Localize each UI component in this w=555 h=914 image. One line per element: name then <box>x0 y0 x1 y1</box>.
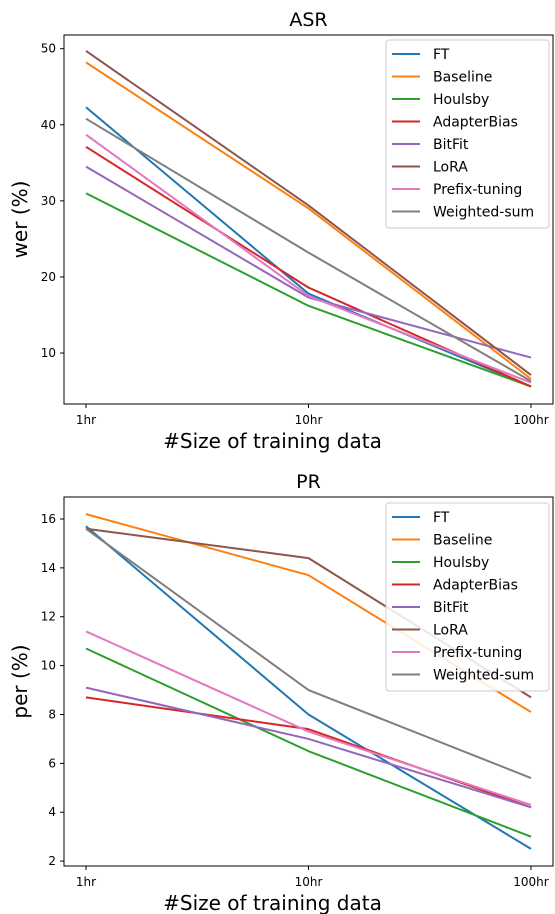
series-line-houlsby <box>85 192 532 388</box>
x-tick-label: 100hr <box>513 413 549 427</box>
y-tick-label: 4 <box>48 805 56 819</box>
y-tick-label: 20 <box>41 270 56 284</box>
legend-label: FT <box>433 510 450 526</box>
y-tick-label: 10 <box>41 346 56 360</box>
legend-label: Weighted-sum <box>433 205 534 221</box>
legend-label: Houlsby <box>433 92 489 108</box>
y-axis-label: per (%) <box>8 644 32 718</box>
y-axis-label: wer (%) <box>8 181 32 259</box>
legend-label: Houlsby <box>433 555 489 571</box>
chart-1: PR 1hr 10hr 100hr 2 4 6 8 10 12 14 16 #Size of train… <box>8 471 554 914</box>
series-line-lora <box>85 50 532 376</box>
chart-0: ASR 1hr 10hr 100hr 10 20 30 40 50 #Size of traini… <box>8 9 554 453</box>
legend: FT Baseline Houlsby AdapterBias BitFit LoRA Pr… <box>385 39 550 229</box>
y-tick-label: 12 <box>41 610 56 624</box>
series-line-bitfit <box>85 686 532 809</box>
series-line-weighted-sum <box>85 117 532 383</box>
x-tick-label: 10hr <box>295 875 323 889</box>
series-line-prefix-tuning <box>85 630 532 806</box>
legend-label: AdapterBias <box>433 115 518 131</box>
x-tick-label: 10hr <box>295 413 323 427</box>
y-tick-label: 16 <box>41 512 56 526</box>
series-line-ft <box>85 106 532 388</box>
legend-label: BitFit <box>433 137 469 153</box>
legend-box <box>385 39 550 229</box>
series-line-weighted-sum <box>85 527 532 779</box>
y-tick-label: 8 <box>48 707 56 721</box>
legend-label: Baseline <box>433 533 492 549</box>
y-tick-label: 14 <box>41 561 56 575</box>
y-tick-label: 6 <box>48 756 56 770</box>
legend-label: Baseline <box>433 70 492 86</box>
legend-label: FT <box>433 47 450 63</box>
legend: FT Baseline Houlsby AdapterBias BitFit LoRA Pr… <box>385 502 550 692</box>
y-tick-label: 2 <box>48 854 56 868</box>
legend-label: Prefix-tuning <box>433 182 522 198</box>
chart-title: PR <box>296 471 321 493</box>
y-tick-label: 40 <box>41 118 56 132</box>
legend-label: BitFit <box>433 600 469 616</box>
y-tick-label: 10 <box>41 659 56 673</box>
x-axis-label: #Size of training data <box>163 429 382 453</box>
series-line-baseline <box>85 61 532 380</box>
series-line-houlsby <box>85 647 532 838</box>
legend-label: Weighted-sum <box>433 668 534 684</box>
x-tick-label: 100hr <box>513 875 549 889</box>
series-line-ft <box>85 525 532 850</box>
y-tick-label: 50 <box>41 42 56 56</box>
legend-label: LoRA <box>433 623 468 639</box>
chart-title: ASR <box>289 9 327 31</box>
x-tick-label: 1hr <box>76 413 96 427</box>
x-tick-label: 1hr <box>76 875 96 889</box>
legend-label: Prefix-tuning <box>433 645 522 661</box>
legend-label: LoRA <box>433 160 468 176</box>
legend-box <box>385 502 550 692</box>
y-tick-label: 30 <box>41 194 56 208</box>
series-line-prefix-tuning <box>85 133 532 384</box>
legend-label: AdapterBias <box>433 578 518 594</box>
x-axis-label: #Size of training data <box>163 891 382 914</box>
